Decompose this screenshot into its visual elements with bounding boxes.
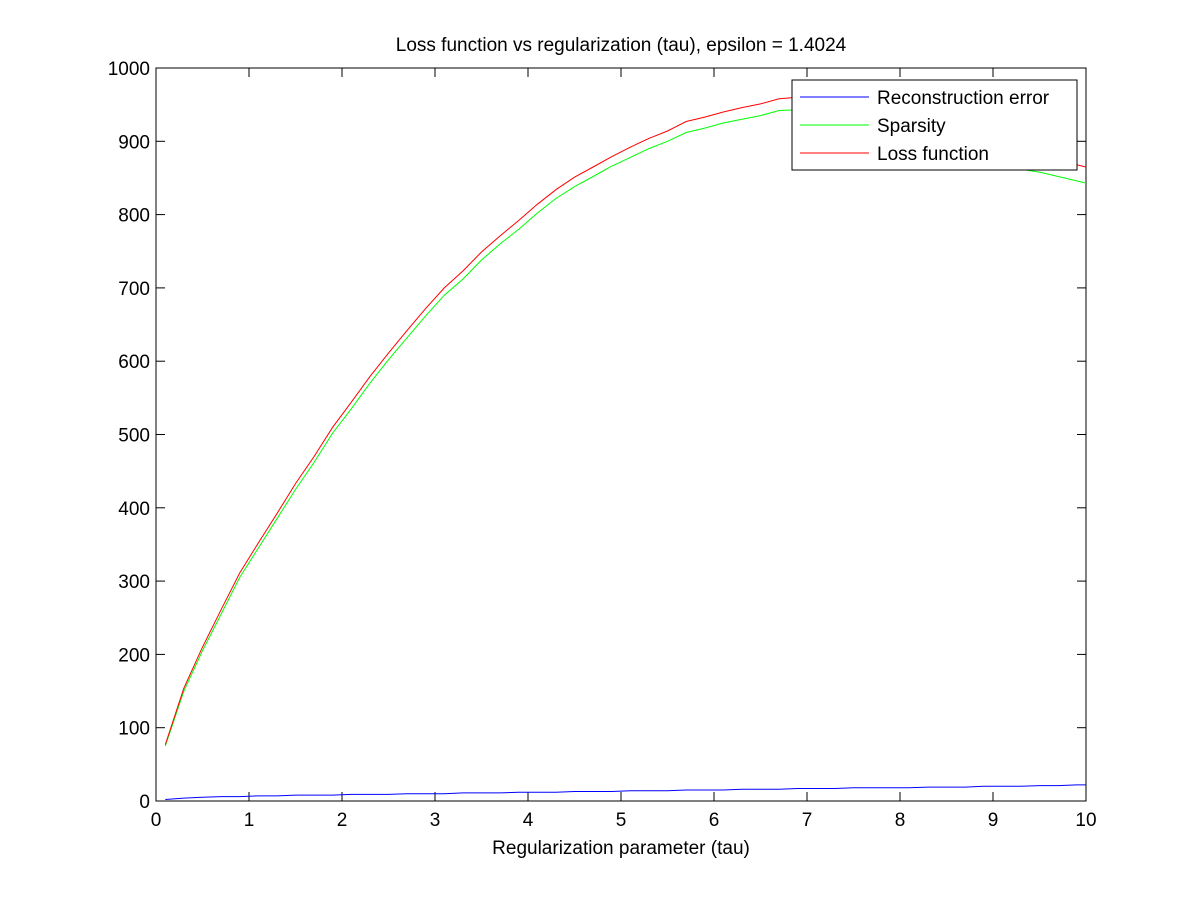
x-tick-label: 6 (709, 810, 720, 831)
x-tick-label: 3 (430, 810, 441, 831)
series-line-reconstruction-error (165, 784, 1086, 800)
x-tick-label: 4 (523, 810, 534, 831)
x-tick-label: 7 (802, 810, 813, 831)
y-tick-label: 0 (139, 792, 150, 813)
y-tick-label: 800 (118, 206, 150, 227)
x-tick-label: 9 (988, 810, 999, 831)
legend-items: Reconstruction error Sparsity Loss functio… (800, 88, 1050, 165)
x-axis: 0 1 2 3 4 5 6 7 8 9 10 (151, 68, 1097, 831)
y-tick-label: 500 (118, 426, 150, 447)
chart-title: Loss function vs regularization (tau), e… (396, 35, 847, 56)
y-axis: 0 100 200 300 400 500 600 700 800 900 1000 (108, 59, 1086, 813)
x-tick-label: 8 (895, 810, 906, 831)
x-axis-label: Regularization parameter (tau) (492, 838, 750, 859)
plot-area: 0 1 2 3 4 5 6 7 8 9 10 0 100 200 300 400 500 600 700 800 90… (108, 59, 1097, 831)
legend-label-loss-function: Loss function (877, 144, 989, 165)
y-tick-label: 400 (118, 499, 150, 520)
y-tick-label: 200 (118, 645, 150, 666)
x-tick-label: 0 (151, 810, 162, 831)
legend-label-reconstruction-error: Reconstruction error (877, 88, 1050, 109)
y-tick-label: 1000 (108, 59, 150, 80)
x-tick-label: 1 (244, 810, 255, 831)
y-tick-label: 700 (118, 279, 150, 300)
legend-label-sparsity: Sparsity (877, 116, 946, 137)
y-tick-label: 100 (118, 719, 150, 740)
x-tick-label: 2 (337, 810, 348, 831)
y-tick-label: 300 (118, 572, 150, 593)
axes-box (155, 67, 1087, 802)
x-tick-label: 10 (1075, 810, 1096, 831)
y-tick-label: 900 (118, 132, 150, 153)
y-tick-label: 600 (118, 352, 150, 373)
legend: Reconstruction error Sparsity Loss functio… (791, 79, 1078, 171)
x-tick-label: 5 (616, 810, 627, 831)
